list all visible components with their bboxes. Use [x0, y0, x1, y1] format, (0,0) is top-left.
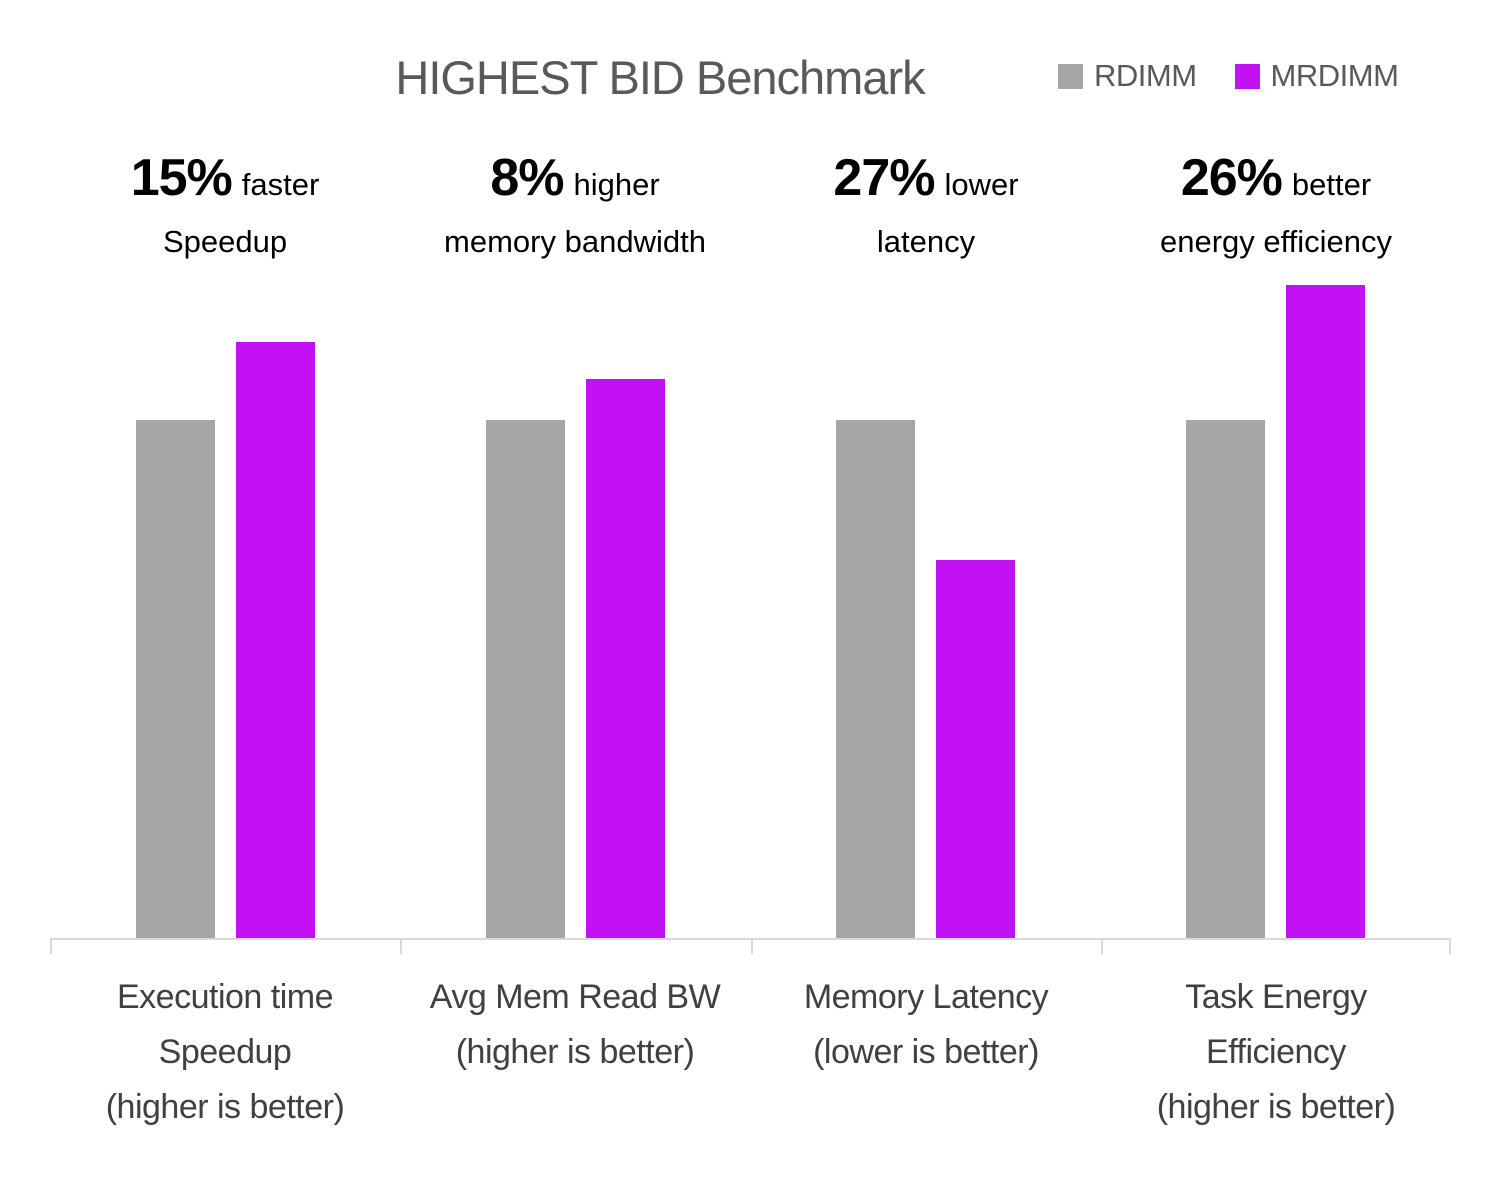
- x-axis-label-group-3: Memory Latency (lower is better): [751, 970, 1101, 1080]
- legend: RDIMM MRDIMM: [1058, 58, 1399, 94]
- x-axis-tick-0: [50, 938, 52, 954]
- x-axis-tick-2: [751, 938, 753, 954]
- x-axis-label-group-4: Task Energy Efficiency (higher is better): [1101, 970, 1451, 1135]
- chart-title: HIGHEST BID Benchmark: [395, 51, 925, 104]
- annotation-group-4: 26% better energy efficiency: [1101, 148, 1451, 260]
- annotation-subject: energy efficiency: [1159, 224, 1393, 259]
- x-axis-label-line: Task Energy: [1185, 978, 1367, 1016]
- legend-item-mrdimm: MRDIMM: [1234, 58, 1399, 94]
- annotation-group-3: 27% lower latency: [751, 148, 1101, 260]
- bar-rdimm-group-1: [136, 420, 215, 938]
- annotation-qualifier: higher: [573, 167, 660, 202]
- x-axis-label-line: Execution time: [117, 978, 334, 1016]
- legend-item-rdimm: RDIMM: [1058, 58, 1197, 94]
- annotation-subject: memory bandwidth: [444, 224, 706, 259]
- annotation-headline: 15% faster: [50, 148, 400, 208]
- x-axis-label-line: Speedup: [158, 1033, 292, 1071]
- x-axis-label-line: (higher is better): [455, 1033, 695, 1071]
- x-axis-label-group-2: Avg Mem Read BW (higher is better): [400, 970, 750, 1080]
- bar-rdimm-group-4: [1186, 420, 1265, 938]
- bar-rdimm-group-2: [486, 420, 565, 938]
- annotation-subject: latency: [876, 224, 976, 259]
- annotation-qualifier: better: [1291, 167, 1372, 202]
- annotation-percent: 15%: [130, 149, 233, 207]
- legend-swatch-rdimm-icon: [1058, 63, 1083, 89]
- x-axis-label-line: (higher is better): [105, 1088, 345, 1126]
- bar-mrdimm-group-4: [1286, 285, 1365, 938]
- annotation-qualifier: faster: [241, 167, 320, 202]
- annotation-percent: 8%: [490, 149, 564, 207]
- x-axis-label-line: Memory Latency: [803, 978, 1049, 1016]
- x-axis-tick-1: [400, 938, 402, 954]
- x-axis-label-line: (higher is better): [1156, 1088, 1396, 1126]
- bar-mrdimm-group-1: [236, 342, 315, 938]
- x-axis-label-line: Avg Mem Read BW: [429, 978, 721, 1016]
- x-axis-tick-3: [1101, 938, 1103, 954]
- bar-rdimm-group-3: [836, 420, 915, 938]
- x-axis-tick-4: [1449, 938, 1451, 954]
- x-axis-line: [50, 938, 1451, 940]
- bar-mrdimm-group-2: [586, 379, 665, 938]
- annotation-headline: 26% better: [1101, 148, 1451, 208]
- legend-label-rdimm: RDIMM: [1094, 58, 1197, 93]
- bar-mrdimm-group-3: [936, 560, 1015, 938]
- x-axis-label-line: Efficiency: [1206, 1033, 1346, 1071]
- annotation-percent: 26%: [1180, 149, 1283, 207]
- annotation-group-2: 8% higher memory bandwidth: [400, 148, 750, 260]
- annotation-subject: Speedup: [162, 224, 288, 259]
- annotation-headline: 27% lower: [751, 148, 1101, 208]
- annotation-percent: 27%: [833, 149, 935, 207]
- legend-label-mrdimm: MRDIMM: [1270, 58, 1399, 93]
- x-axis-label-line: (lower is better): [813, 1033, 1039, 1071]
- annotation-headline: 8% higher: [400, 148, 750, 208]
- legend-swatch-mrdimm-icon: [1234, 63, 1260, 89]
- annotation-group-1: 15% faster Speedup: [50, 148, 400, 260]
- x-axis-label-group-1: Execution time Speedup (higher is better): [50, 970, 400, 1135]
- annotation-qualifier: lower: [944, 167, 1019, 202]
